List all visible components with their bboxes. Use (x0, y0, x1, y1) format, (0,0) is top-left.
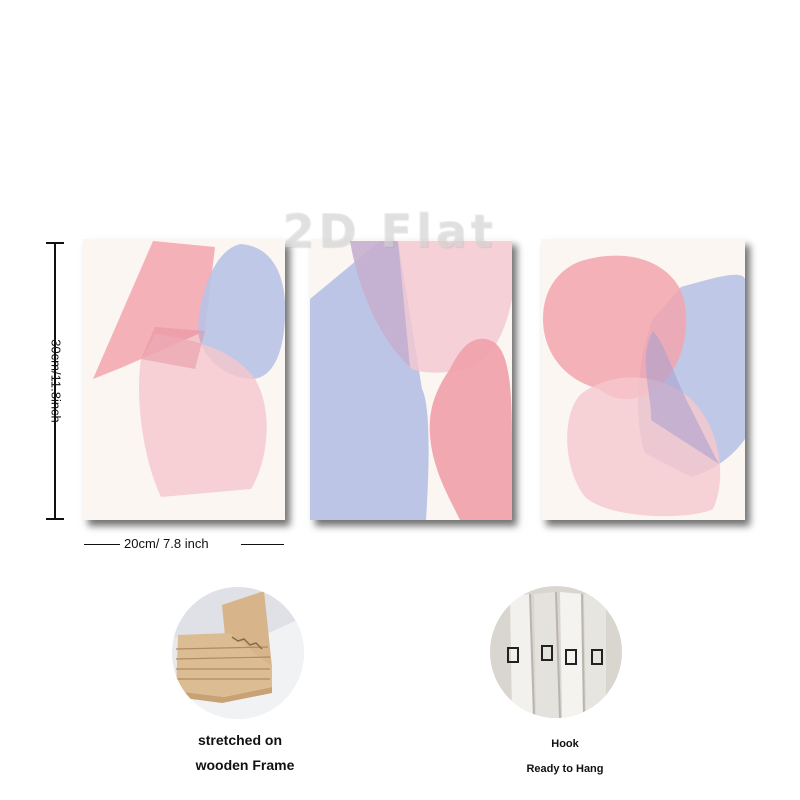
height-dimension-cap-bottom (46, 518, 64, 520)
pink-shape (93, 241, 215, 379)
purple-overlap (350, 241, 410, 367)
hook-photo (490, 586, 622, 718)
canvas-panel-left (83, 239, 285, 520)
width-label: 20cm/ 7.8 inch (124, 536, 209, 551)
height-dimension-line (54, 242, 56, 520)
lavender-shape (198, 244, 285, 379)
frame-caption-line1: stretched on (197, 732, 282, 748)
height-label: 30cm/11.8inch (48, 339, 64, 423)
purple-overlap (645, 331, 719, 464)
frame-caption-line2: wooden Frame (195, 757, 295, 773)
canvas-panel-middle (310, 239, 512, 520)
hook-caption-line2: Ready to Hang (526, 763, 604, 775)
overlap-shape (141, 327, 205, 369)
hook-caption-line1: Hook (551, 738, 579, 750)
light-pink-shape (139, 334, 267, 497)
pink-shape (429, 338, 512, 520)
width-dimension-line-left (84, 544, 120, 545)
canvas-panel-right (541, 239, 745, 520)
height-dimension-cap-top (46, 242, 64, 244)
wooden-frame-photo (172, 587, 304, 719)
width-dimension-line-right (241, 544, 284, 545)
